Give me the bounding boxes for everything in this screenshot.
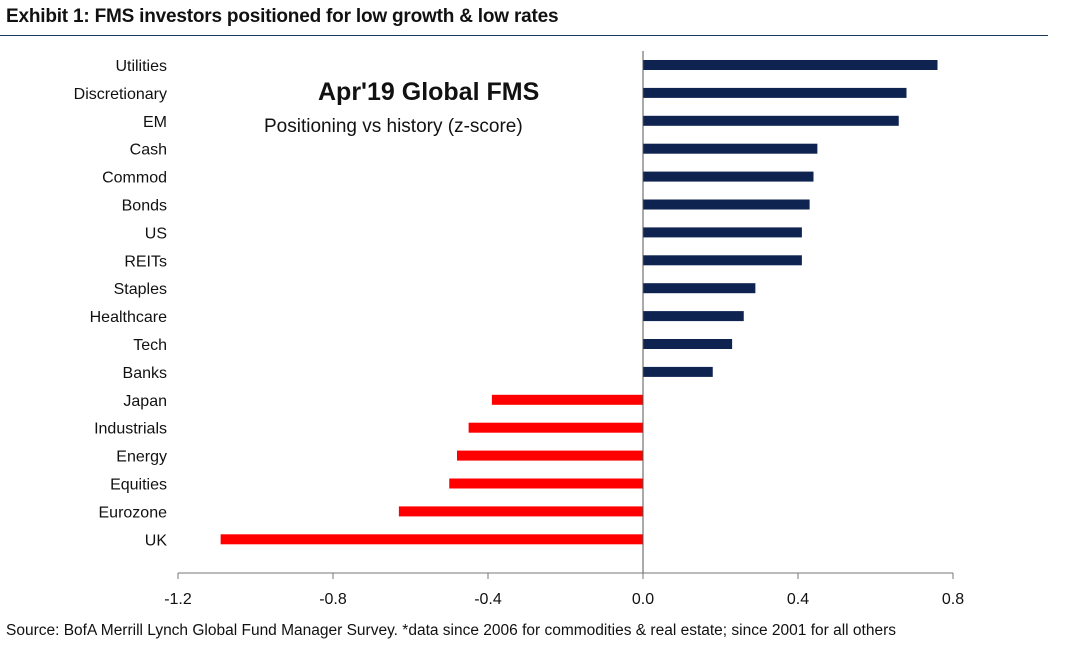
- source-note: Source: BofA Merrill Lynch Global Fund M…: [6, 622, 896, 639]
- bar-equities: [449, 478, 643, 489]
- bar-bonds: [643, 199, 810, 210]
- bar-tech: [643, 339, 733, 349]
- category-label: REITs: [124, 253, 167, 270]
- bar-uk: [220, 534, 643, 545]
- category-label: EM: [143, 114, 167, 131]
- x-tick-label: 0.8: [942, 591, 964, 608]
- bar-banks: [643, 366, 713, 377]
- category-label: Japan: [123, 393, 167, 410]
- bar-energy: [457, 450, 643, 461]
- bar-utilities: [643, 60, 938, 70]
- bar-us: [643, 227, 802, 238]
- category-label: Equities: [110, 477, 167, 494]
- x-tick-label: 0.4: [787, 591, 809, 608]
- x-tick-label: -1.2: [164, 591, 192, 608]
- category-label: Discretionary: [74, 86, 167, 103]
- chart-subtitle: Positioning vs history (z-score): [264, 116, 523, 137]
- category-label: Staples: [114, 281, 167, 298]
- bar-discretionary: [643, 87, 907, 98]
- bar-eurozone: [398, 506, 643, 517]
- x-tick-label: 0.0: [632, 591, 654, 608]
- chart-title: Apr'19 Global FMS: [318, 78, 540, 106]
- category-label: Banks: [123, 365, 167, 382]
- category-label: UK: [145, 532, 168, 549]
- category-label: Bonds: [122, 198, 167, 215]
- category-label: Utilities: [115, 58, 167, 75]
- category-label: Commod: [102, 170, 167, 187]
- category-label: Healthcare: [90, 309, 167, 326]
- bar-em: [643, 115, 899, 126]
- bar-cash: [643, 143, 818, 154]
- bar-chart: Utilities Discretionary EM Cash Commod Bonds U…: [74, 51, 964, 608]
- x-tick-label: -0.4: [474, 591, 502, 608]
- bar-industrials: [468, 422, 643, 433]
- x-tick-label: -0.8: [319, 591, 347, 608]
- category-label: Industrials: [94, 421, 167, 438]
- category-label: Tech: [133, 337, 167, 354]
- bar-japan: [491, 394, 643, 405]
- bar-commod: [643, 171, 814, 182]
- bar-healthcare: [643, 311, 744, 322]
- bar-reits: [643, 255, 802, 266]
- title-divider: [0, 35, 1048, 36]
- category-label: Cash: [130, 142, 167, 159]
- category-label: Energy: [116, 449, 167, 466]
- exhibit-title: Exhibit 1: FMS investors positioned for …: [6, 6, 559, 27]
- bar-staples: [643, 283, 756, 294]
- category-label: US: [145, 225, 167, 242]
- category-label: Eurozone: [99, 504, 168, 521]
